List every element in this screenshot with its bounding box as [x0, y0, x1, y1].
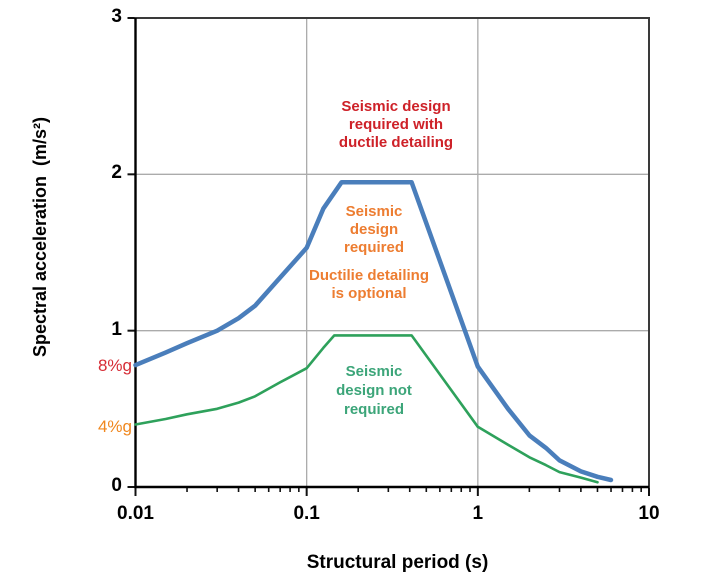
label-8-percent-g: 8%g	[97, 356, 132, 375]
x-axis-title: Structural period (s)	[306, 552, 489, 573]
curve-8%g	[133, 179, 614, 483]
annotation-seismic-design-required: Seismic design required	[343, 203, 404, 256]
annotation-ductile-optional: Ductilie detailing is optional	[308, 267, 429, 302]
label-4-percent-g: 4%g	[97, 417, 132, 436]
annotation-seismic-not-required: Seismic design not required	[336, 363, 412, 418]
axis-lines	[134, 18, 649, 489]
y-axis-title: Spectral acceleration (m/s²)	[30, 116, 50, 358]
curve-4%g	[134, 334, 599, 484]
annotation-seismic-design-ductile: Seismic design required with ductile det…	[338, 98, 454, 151]
